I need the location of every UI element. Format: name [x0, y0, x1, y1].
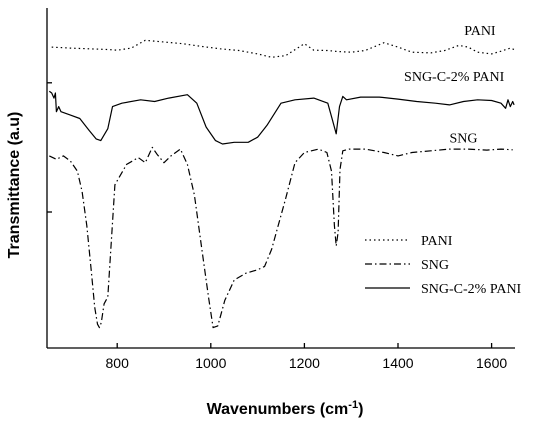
x-ticks: 800 1000 1200 1400 1600 [106, 343, 507, 371]
series-layer [48, 39, 515, 329]
plot-frame [46, 8, 515, 349]
x-tick-label: 800 [106, 355, 130, 371]
series-line-sng [49, 146, 513, 329]
x-tick-label: 1600 [476, 355, 507, 371]
legend-label-sng-c-2-pani: SNG-C-2% PANI [421, 282, 522, 297]
series-label-sng-c-2-pani: SNG-C-2% PANI [404, 70, 505, 85]
x-tick-label: 1000 [195, 355, 226, 371]
series-labels: PANI SNG-C-2% PANI SNG [404, 24, 505, 146]
legend: PANI SNG SNG-C-2% PANI [365, 234, 522, 297]
x-tick-label: 1200 [289, 355, 320, 371]
series-line-pani [51, 39, 515, 58]
legend-label-pani: PANI [421, 234, 453, 249]
series-line-sng-c-2-pani [48, 90, 515, 145]
y-axis-title: Transmittance (a.u) [6, 112, 23, 259]
x-axis-title: Wavenumbers (cm-1) [207, 399, 364, 418]
series-label-sng: SNG [450, 131, 478, 146]
x-tick-label: 1400 [382, 355, 413, 371]
series-label-pani: PANI [464, 24, 496, 39]
legend-label-sng: SNG [421, 258, 449, 273]
